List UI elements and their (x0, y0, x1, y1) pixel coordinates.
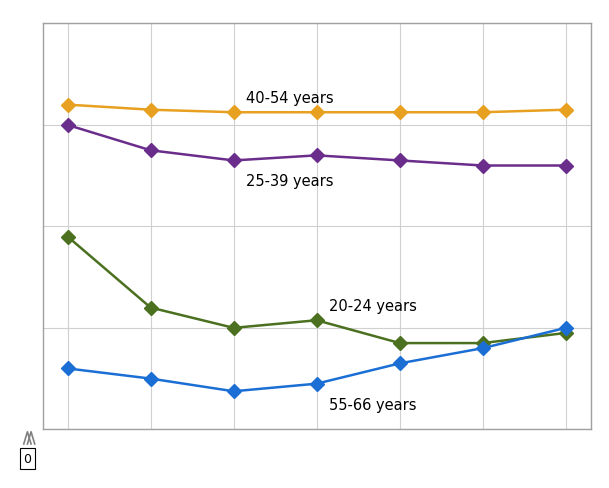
Text: 25-39 years: 25-39 years (246, 174, 334, 189)
Text: 20-24 years: 20-24 years (329, 298, 417, 313)
Text: 40-54 years: 40-54 years (246, 90, 334, 105)
Text: 0: 0 (23, 452, 32, 465)
Text: 55-66 years: 55-66 years (329, 397, 417, 412)
